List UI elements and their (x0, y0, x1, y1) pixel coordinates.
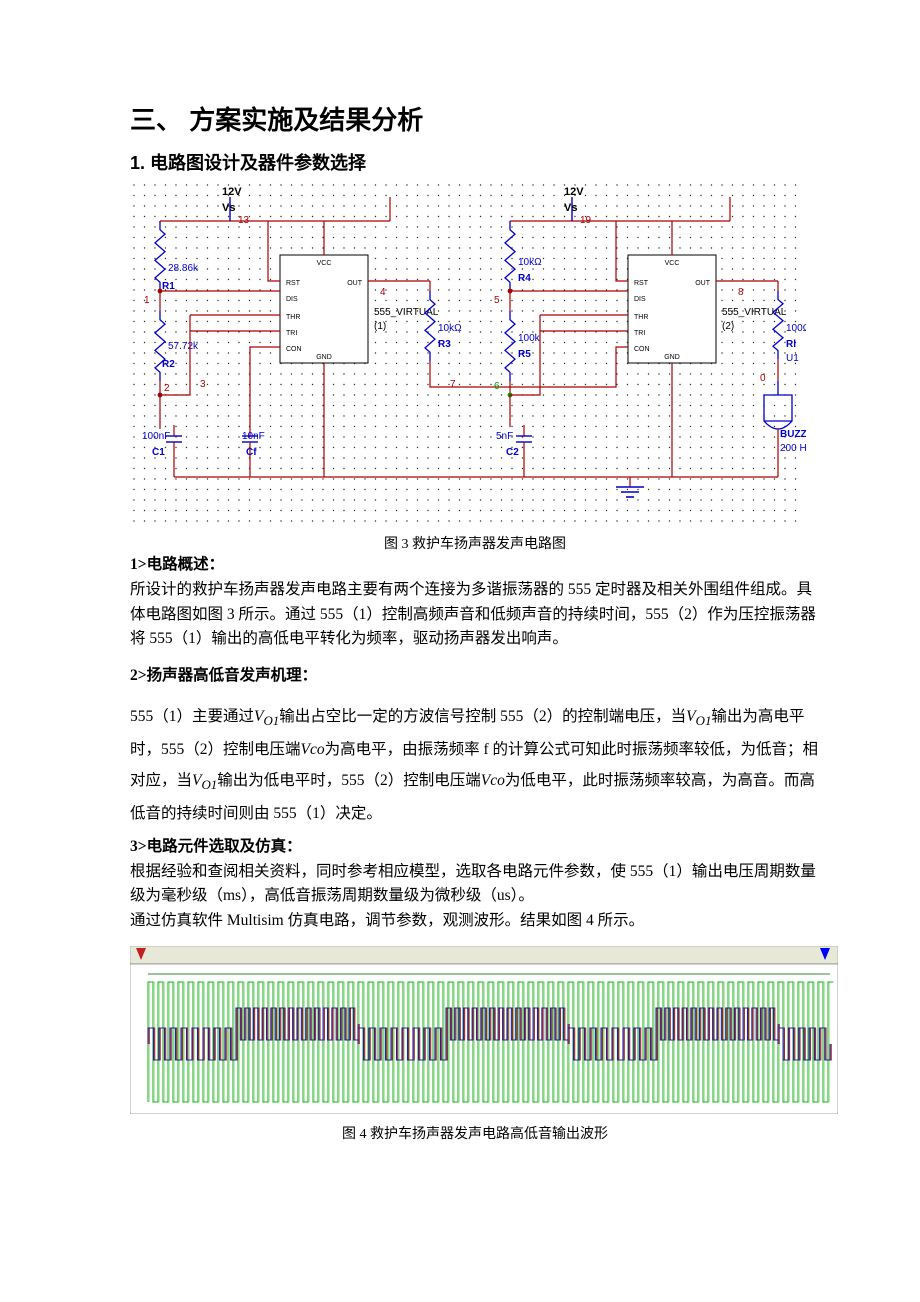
figure4-caption: 图 4 救护车扬声器发声电路高低音输出波形 (130, 1123, 820, 1143)
svg-text:BUZZER: BUZZER (780, 429, 806, 440)
svg-text:GND: GND (664, 354, 680, 361)
svg-text:13: 13 (238, 215, 250, 226)
svg-text:C2: C2 (506, 447, 519, 458)
svg-text:TRI: TRI (286, 330, 297, 337)
svg-text:RST: RST (634, 280, 649, 287)
sec3-title: 3>电路元件选取及仿真： (130, 838, 302, 855)
body-text: 555（1）主要通过 (130, 708, 254, 725)
svg-text:0: 0 (760, 373, 766, 384)
body-text: 为低电平，此 (505, 772, 598, 789)
body-text: 输出占空比一定的方波信号控制 555（2）的控制端电压，当 (279, 708, 686, 725)
svg-text:CON: CON (286, 346, 302, 353)
svg-text:RST: RST (286, 280, 301, 287)
circuit-figure: 12VVs1312VVs19VCCRSTOUTDISTHRTRICONGND55… (130, 181, 820, 529)
svg-text:5: 5 (494, 295, 500, 306)
svg-text:Rl: Rl (786, 339, 796, 350)
sec3-body2: 通过仿真软件 Multisim 仿真电路，调节参数，观测波形。结果如图 4 所示… (130, 912, 644, 929)
var-vo1: VO1 (192, 772, 217, 789)
svg-text:OUT: OUT (695, 280, 711, 287)
body-text: 为高电平，由振荡频率 f 的计算公式可知此时振荡频 (325, 741, 679, 758)
svg-text:Cf: Cf (246, 447, 257, 458)
svg-text:TRI: TRI (634, 330, 645, 337)
sec1-title: 1>电路概述： (130, 556, 224, 573)
svg-text:THR: THR (286, 314, 300, 321)
var-vco: Vco (481, 772, 505, 789)
svg-text:10kΩ: 10kΩ (438, 323, 462, 334)
svg-text:200 Hz: 200 Hz (780, 443, 806, 454)
svg-text:4: 4 (380, 287, 386, 298)
sec1-body: 所设计的救护车扬声器发声电路主要有两个连接为多谐振荡器的 555 定时器及相关外… (130, 581, 816, 648)
svg-text:7: 7 (450, 379, 456, 390)
svg-text:(1): (1) (374, 321, 386, 332)
sec3-body1: 根据经验和查阅相关资料，同时参考相应模型，选取各电路元件参数，使 555（1）输… (130, 863, 816, 905)
svg-text:C1: C1 (152, 447, 165, 458)
svg-text:U1: U1 (786, 353, 799, 364)
svg-text:R4: R4 (518, 273, 531, 284)
svg-text:R5: R5 (518, 349, 531, 360)
svg-text:Vs: Vs (564, 202, 577, 214)
svg-text:10nF: 10nF (242, 431, 265, 442)
figure3-caption: 图 3 救护车扬声器发声电路图 (130, 533, 820, 553)
svg-text:2: 2 (164, 383, 170, 394)
svg-text:100nF: 100nF (142, 431, 170, 442)
svg-text:R1: R1 (162, 281, 175, 292)
circuit-diagram: 12VVs1312VVs19VCCRSTOUTDISTHRTRICONGND55… (130, 181, 806, 529)
svg-text:R3: R3 (438, 339, 451, 350)
svg-text:(2): (2) (722, 321, 734, 332)
var-vco: Vco (301, 741, 325, 758)
svg-text:10kΩ: 10kΩ (518, 257, 542, 268)
svg-text:GND: GND (316, 354, 332, 361)
svg-text:12V: 12V (222, 186, 242, 198)
svg-text:DIS: DIS (634, 296, 646, 303)
svg-text:CON: CON (634, 346, 650, 353)
svg-text:100Ω: 100Ω (786, 323, 806, 334)
body-text: 输出为低电平时，555（2）控制电压端 (217, 772, 481, 789)
svg-text:6: 6 (494, 381, 500, 392)
svg-text:100k: 100k (518, 333, 541, 344)
var-vo1: VO1 (254, 708, 279, 725)
section-heading: 三、 方案实施及结果分析 (130, 100, 820, 137)
svg-text:12V: 12V (564, 186, 584, 198)
svg-text:OUT: OUT (347, 280, 363, 287)
svg-text:THR: THR (634, 314, 648, 321)
svg-text:DIS: DIS (286, 296, 298, 303)
svg-text:3: 3 (200, 379, 206, 390)
svg-text:8: 8 (738, 287, 744, 298)
svg-text:19: 19 (580, 215, 592, 226)
svg-text:5nF: 5nF (496, 431, 513, 442)
svg-text:28.86k: 28.86k (168, 263, 199, 274)
waveform-diagram (130, 946, 838, 1114)
sec2-title: 2>扬声器高低音发声机理： (130, 667, 317, 684)
var-vo1: VO1 (686, 708, 711, 725)
svg-text:VCC: VCC (665, 260, 680, 267)
subsection-heading: 1. 电路图设计及器件参数选择 (130, 149, 820, 175)
svg-text:R2: R2 (162, 359, 175, 370)
body-text: 输出 (711, 708, 742, 725)
svg-text:VCC: VCC (317, 260, 332, 267)
waveform-figure (130, 946, 820, 1119)
svg-text:Vs: Vs (222, 202, 235, 214)
svg-text:57.72k: 57.72k (168, 341, 199, 352)
svg-text:1: 1 (144, 295, 150, 306)
